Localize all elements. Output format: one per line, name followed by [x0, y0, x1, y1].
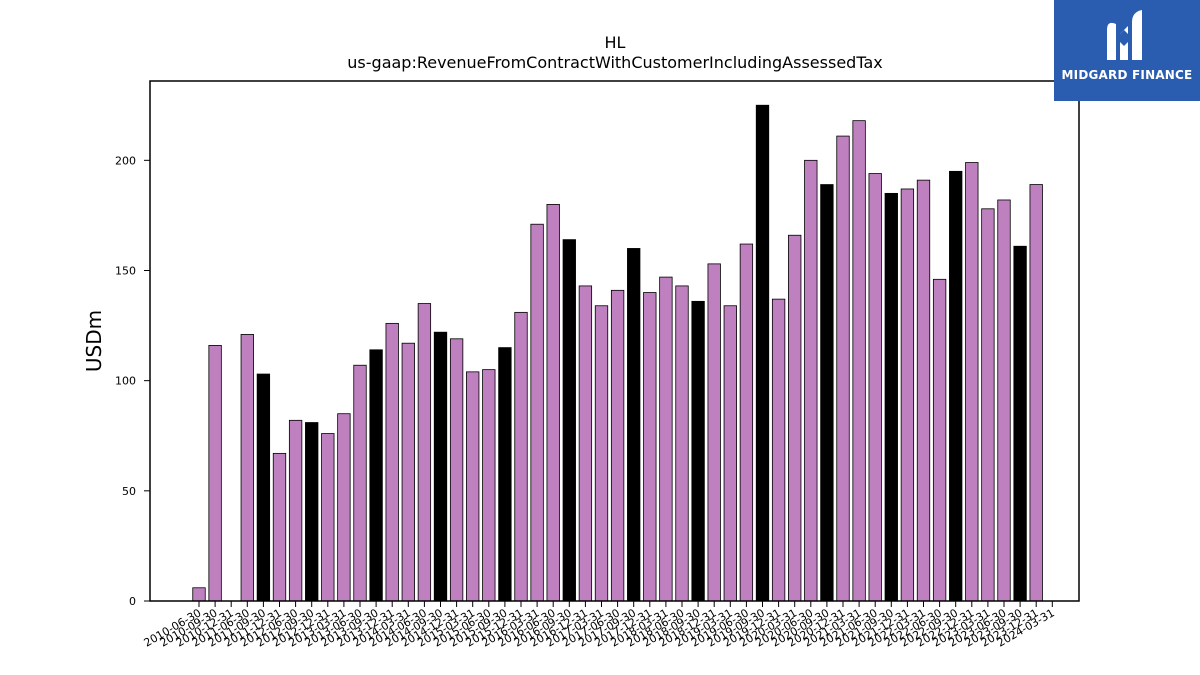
bar: [417, 303, 432, 602]
bar: [514, 311, 528, 602]
logo-mark-icon: [1107, 10, 1142, 60]
bar: [627, 248, 641, 602]
y-axis-label: USDm: [82, 310, 106, 372]
bar: [578, 285, 593, 602]
bar: [208, 345, 222, 602]
bar: [771, 298, 786, 602]
brand-logo: MIDGARD FINANCE: [1054, 0, 1200, 101]
y-tick-label: 0: [129, 595, 136, 608]
logo-text: MIDGARD FINANCE: [1061, 68, 1193, 82]
bar: [288, 419, 303, 602]
bar: [675, 285, 689, 602]
bar: [884, 192, 898, 602]
bar: [305, 422, 319, 602]
bar: [240, 333, 254, 602]
y-tick-label: 50: [122, 485, 136, 498]
bar: [385, 322, 399, 602]
bar: [932, 278, 947, 602]
bar: [1029, 184, 1043, 602]
plot-frame: [149, 80, 1080, 602]
bar: [546, 203, 560, 602]
bar: [482, 369, 496, 602]
y-axis-ticks: 0 50 100 150 200: [115, 154, 150, 608]
bar: [868, 173, 882, 602]
bar: [369, 349, 383, 602]
bar: [610, 289, 625, 602]
bar: [321, 433, 335, 602]
y-tick-label: 150: [115, 264, 136, 277]
y-tick-label: 200: [115, 154, 136, 167]
bars-group: [192, 104, 1043, 602]
bar: [530, 223, 544, 602]
bar: [498, 347, 512, 602]
chart-subtitle: us-gaap:RevenueFromContractWithCustomerI…: [347, 53, 882, 72]
y-tick-label: 100: [115, 375, 136, 388]
bar: [804, 159, 818, 602]
bar: [836, 135, 850, 602]
bar: [256, 373, 271, 602]
bar: [449, 338, 464, 602]
bar: [788, 234, 802, 602]
bar: [433, 331, 448, 602]
bar: [723, 305, 737, 602]
bar: [965, 162, 979, 602]
bar: [820, 184, 834, 602]
bar: [353, 364, 367, 602]
bar: [981, 208, 995, 602]
bar: [852, 120, 866, 602]
bar: [916, 179, 931, 602]
bar: [707, 263, 721, 602]
bar: [643, 292, 657, 602]
bar: [562, 239, 576, 602]
bar: [594, 305, 609, 602]
bar: [192, 587, 206, 602]
bar: [1013, 245, 1027, 602]
bar: [739, 243, 754, 602]
bar: [691, 300, 705, 602]
bar: [949, 170, 963, 602]
chart-title: HL: [605, 33, 626, 52]
bar: [337, 413, 351, 602]
bar: [272, 452, 287, 602]
bar: [997, 199, 1011, 602]
bar: [755, 104, 770, 602]
bar: [659, 276, 673, 602]
bar: [466, 371, 480, 602]
x-axis-ticks: 2010-06-302010-09-302010-12-312011-06-30…: [142, 601, 1057, 650]
bar: [401, 342, 415, 602]
bar: [900, 188, 915, 602]
